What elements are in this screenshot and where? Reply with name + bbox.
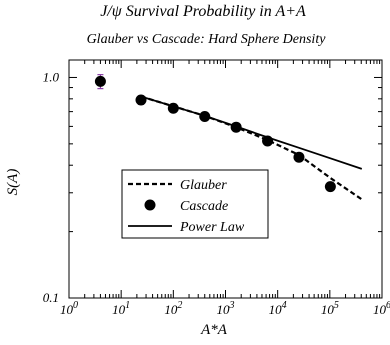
chart-subtitle: Glauber vs Cascade: Hard Sphere Density bbox=[87, 32, 327, 47]
x-tick-label: 101 bbox=[112, 300, 130, 317]
chart-title: J/ψ Survival Probability in A+A bbox=[100, 3, 306, 20]
x-tick-label: 104 bbox=[269, 300, 287, 317]
cascade-point bbox=[199, 111, 211, 123]
cascade-point bbox=[230, 121, 242, 133]
y-tick-labels: 1.0 0.1 bbox=[43, 69, 60, 305]
legend-glauber-label: Glauber bbox=[180, 178, 227, 193]
y-axis-label: S(A) bbox=[5, 169, 21, 196]
cascade-point bbox=[324, 181, 336, 193]
x-tick-labels: 100 101 102 103 104 105 106 bbox=[60, 300, 390, 317]
legend: Glauber Cascade Power Law bbox=[121, 169, 269, 239]
y-tick-label: 0.1 bbox=[43, 290, 59, 305]
cascade-points bbox=[94, 74, 336, 193]
y-tick-label: 1.0 bbox=[43, 69, 60, 84]
glauber-line bbox=[140, 95, 363, 201]
x-tick-label: 103 bbox=[217, 300, 235, 317]
legend-powerlaw-label: Power Law bbox=[179, 220, 245, 235]
x-tick-label: 105 bbox=[321, 300, 339, 317]
x-tick-label: 100 bbox=[60, 300, 78, 317]
cascade-point bbox=[167, 102, 179, 114]
cascade-point bbox=[135, 94, 147, 106]
legend-cascade-marker bbox=[144, 199, 156, 211]
cascade-point bbox=[94, 75, 106, 87]
x-axis-label: A*A bbox=[200, 322, 228, 338]
legend-cascade-label: Cascade bbox=[180, 199, 228, 214]
cascade-point bbox=[262, 135, 274, 147]
axis-ticks bbox=[68, 60, 382, 299]
cascade-point bbox=[293, 151, 305, 163]
x-tick-label: 106 bbox=[373, 300, 390, 317]
x-tick-label: 102 bbox=[164, 300, 182, 317]
